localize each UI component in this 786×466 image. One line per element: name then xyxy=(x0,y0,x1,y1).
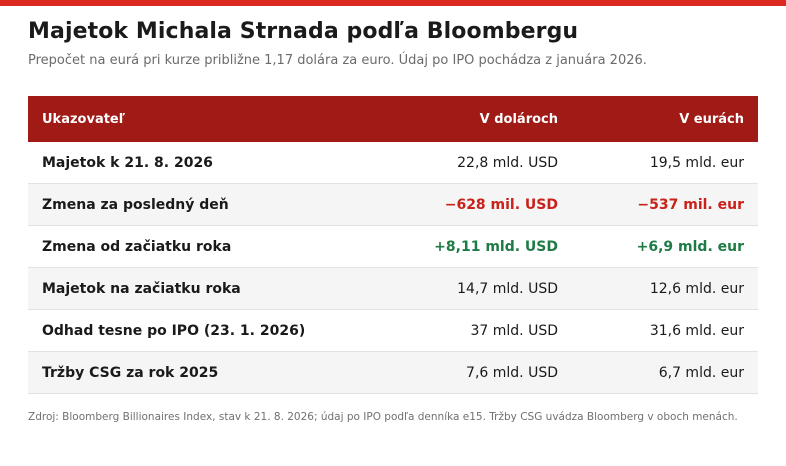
row-eur-value: +6,9 mld. eur xyxy=(636,238,744,255)
row-usd-value: 22,8 mld. USD xyxy=(457,154,558,171)
table-row: Majetok na začiatku roka 14,7 mld. USD 1… xyxy=(28,268,758,310)
table-row: Majetok k 21. 8. 2026 22,8 mld. USD 19,5… xyxy=(28,142,758,184)
row-eur-value: 19,5 mld. eur xyxy=(649,154,744,171)
page-subtitle: Prepočet na eurá pri kurze približne 1,1… xyxy=(28,53,647,68)
row-usd-value: 14,7 mld. USD xyxy=(457,280,558,297)
row-label: Majetok k 21. 8. 2026 xyxy=(42,154,213,171)
header-usd: V dolároch xyxy=(479,111,558,127)
row-label: Tržby CSG za rok 2025 xyxy=(42,364,219,381)
table-row: Odhad tesne po IPO (23. 1. 2026) 37 mld.… xyxy=(28,310,758,352)
source-note: Zdroj: Bloomberg Billionaires Index, sta… xyxy=(28,411,738,423)
row-usd-value: 7,6 mld. USD xyxy=(466,364,558,381)
row-eur-value: 31,6 mld. eur xyxy=(649,322,744,339)
row-usd-value: +8,11 mld. USD xyxy=(434,238,558,255)
row-label: Zmena za posledný deň xyxy=(42,196,229,213)
top-accent-bar xyxy=(0,0,786,6)
row-label: Majetok na začiatku roka xyxy=(42,280,241,297)
page-title: Majetok Michala Strnada podľa Bloombergu xyxy=(28,19,579,44)
row-label: Odhad tesne po IPO (23. 1. 2026) xyxy=(42,322,306,339)
header-eur: V eurách xyxy=(679,111,744,127)
row-usd-value: 37 mld. USD xyxy=(470,322,559,339)
table-row: Tržby CSG za rok 2025 7,6 mld. USD 6,7 m… xyxy=(28,352,758,394)
table-row: Zmena od začiatku roka +8,11 mld. USD +6… xyxy=(28,226,758,268)
row-label: Zmena od začiatku roka xyxy=(42,238,232,255)
row-eur-value: 12,6 mld. eur xyxy=(649,280,744,297)
row-eur-value: 6,7 mld. eur xyxy=(658,364,744,381)
wealth-table: Ukazovateľ V dolároch V eurách Majetok k… xyxy=(28,96,758,394)
table-header: Ukazovateľ V dolároch V eurách xyxy=(28,96,758,142)
row-eur-value: −537 mil. eur xyxy=(637,196,744,213)
header-indicator: Ukazovateľ xyxy=(42,111,125,127)
table-row: Zmena za posledný deň −628 mil. USD −537… xyxy=(28,184,758,226)
row-usd-value: −628 mil. USD xyxy=(444,196,558,213)
